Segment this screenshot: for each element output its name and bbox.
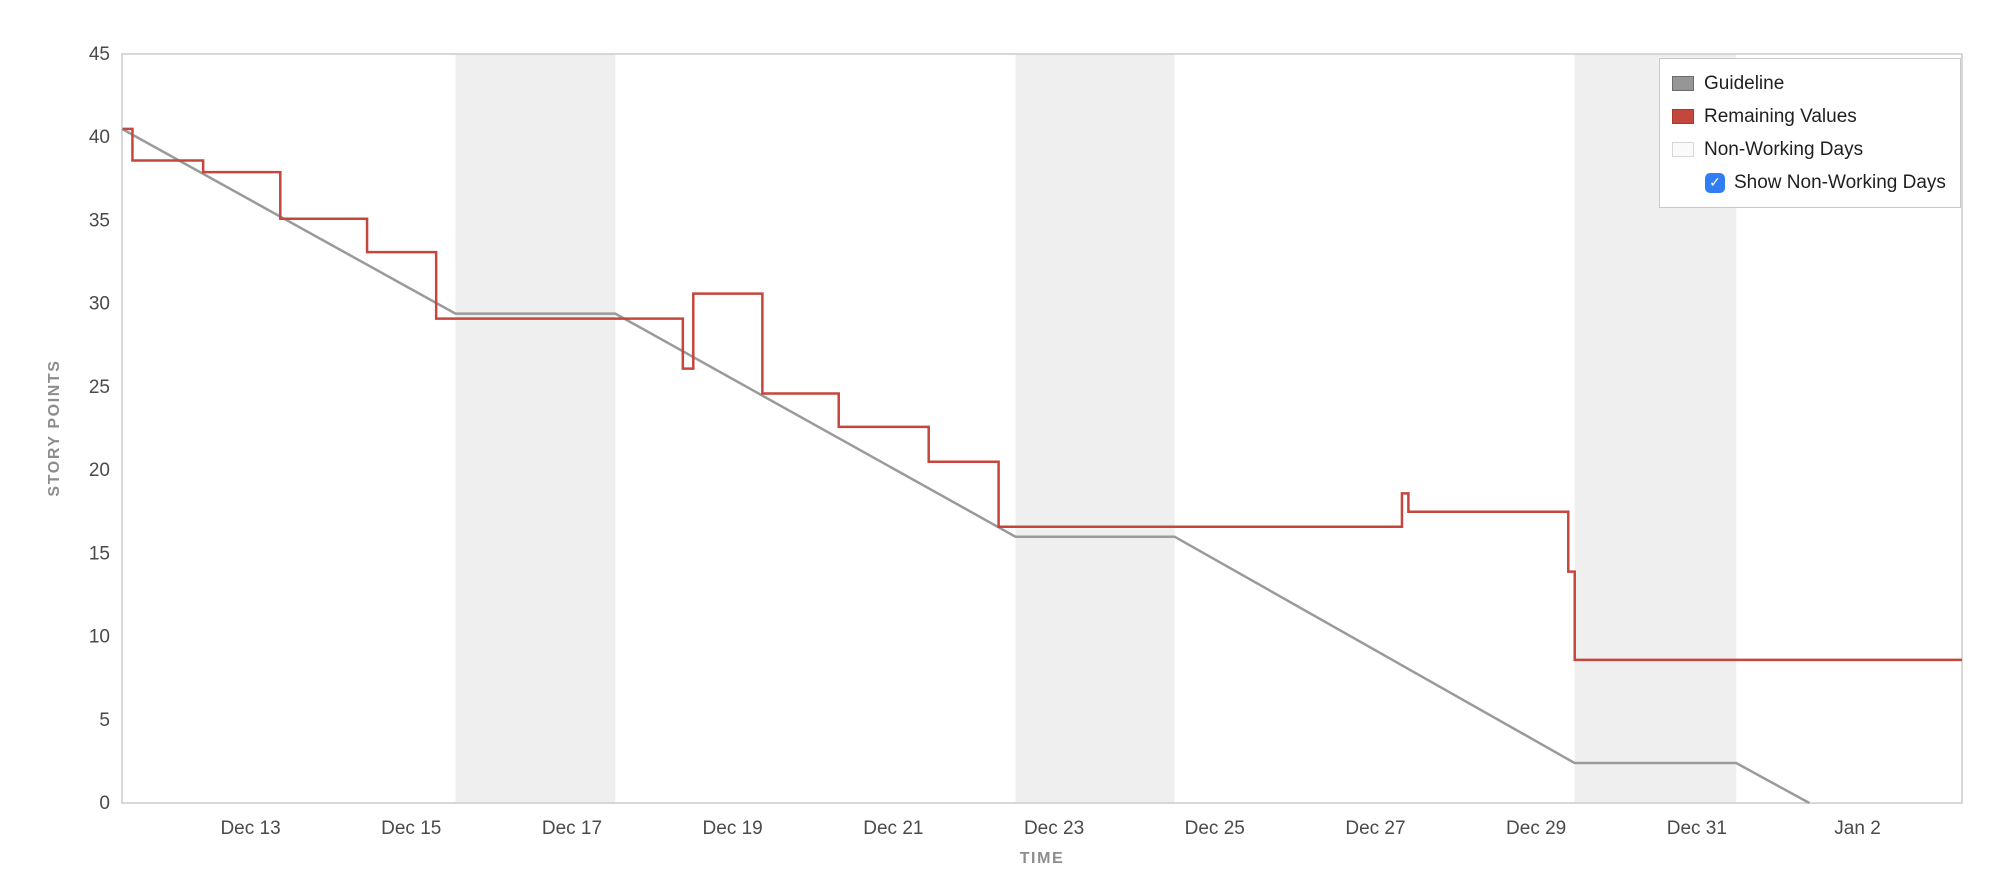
remaining-values-series	[122, 127, 1962, 662]
x-tick-label: Dec 15	[381, 818, 441, 839]
checkbox-checked-icon[interactable]: ✓	[1705, 172, 1725, 193]
x-tick-label: Dec 19	[703, 818, 763, 839]
legend-label: Non-Working Days	[1704, 138, 1864, 160]
x-tick-label: Dec 13	[220, 818, 280, 839]
legend-item-guideline: Guideline	[1672, 67, 1948, 100]
x-tick-label: Dec 27	[1345, 818, 1405, 839]
legend-item-remaining-values: Remaining Values	[1672, 100, 1948, 133]
checkbox-label: Show Non-Working Days	[1734, 171, 1946, 193]
y-tick-label: 15	[89, 543, 110, 564]
y-tick-label: 45	[89, 44, 110, 65]
non-working-day-band	[455, 54, 616, 803]
plot-border	[121, 53, 1963, 804]
y-tick-label: 20	[89, 460, 110, 481]
non-working-days-swatch-icon	[1672, 142, 1694, 157]
x-tick-label: Jan 2	[1834, 818, 1880, 839]
guideline-swatch-icon	[1672, 76, 1694, 91]
x-tick-label: Dec 23	[1024, 818, 1084, 839]
y-tick-label: 40	[89, 127, 110, 148]
y-axis-title: STORY POINTS	[46, 359, 63, 497]
x-tick-label: Dec 31	[1667, 818, 1727, 839]
x-tick-label: Dec 29	[1506, 818, 1566, 839]
x-tick-label: Dec 21	[863, 818, 923, 839]
y-tick-label: 5	[99, 710, 110, 731]
y-tick-label: 10	[89, 627, 110, 648]
y-tick-label: 30	[89, 294, 110, 315]
legend-label: Guideline	[1704, 72, 1785, 94]
show-non-working-days-checkbox[interactable]: ✓ Show Non-Working Days	[1705, 166, 1948, 199]
x-tick-label: Dec 25	[1185, 818, 1245, 839]
legend: Guideline Remaining Values Non-Working D…	[1659, 58, 1961, 208]
remaining-values-swatch-icon	[1672, 109, 1694, 124]
legend-label: Remaining Values	[1704, 105, 1857, 127]
non-working-day-band	[1015, 54, 1175, 803]
y-tick-label: 35	[89, 210, 110, 231]
x-axis-title: TIME	[1019, 850, 1065, 867]
x-tick-label: Dec 17	[542, 818, 602, 839]
legend-item-non-working-days: Non-Working Days	[1672, 133, 1948, 166]
y-tick-label: 0	[99, 793, 110, 814]
y-tick-label: 25	[89, 377, 110, 398]
guideline-series	[121, 127, 1810, 805]
